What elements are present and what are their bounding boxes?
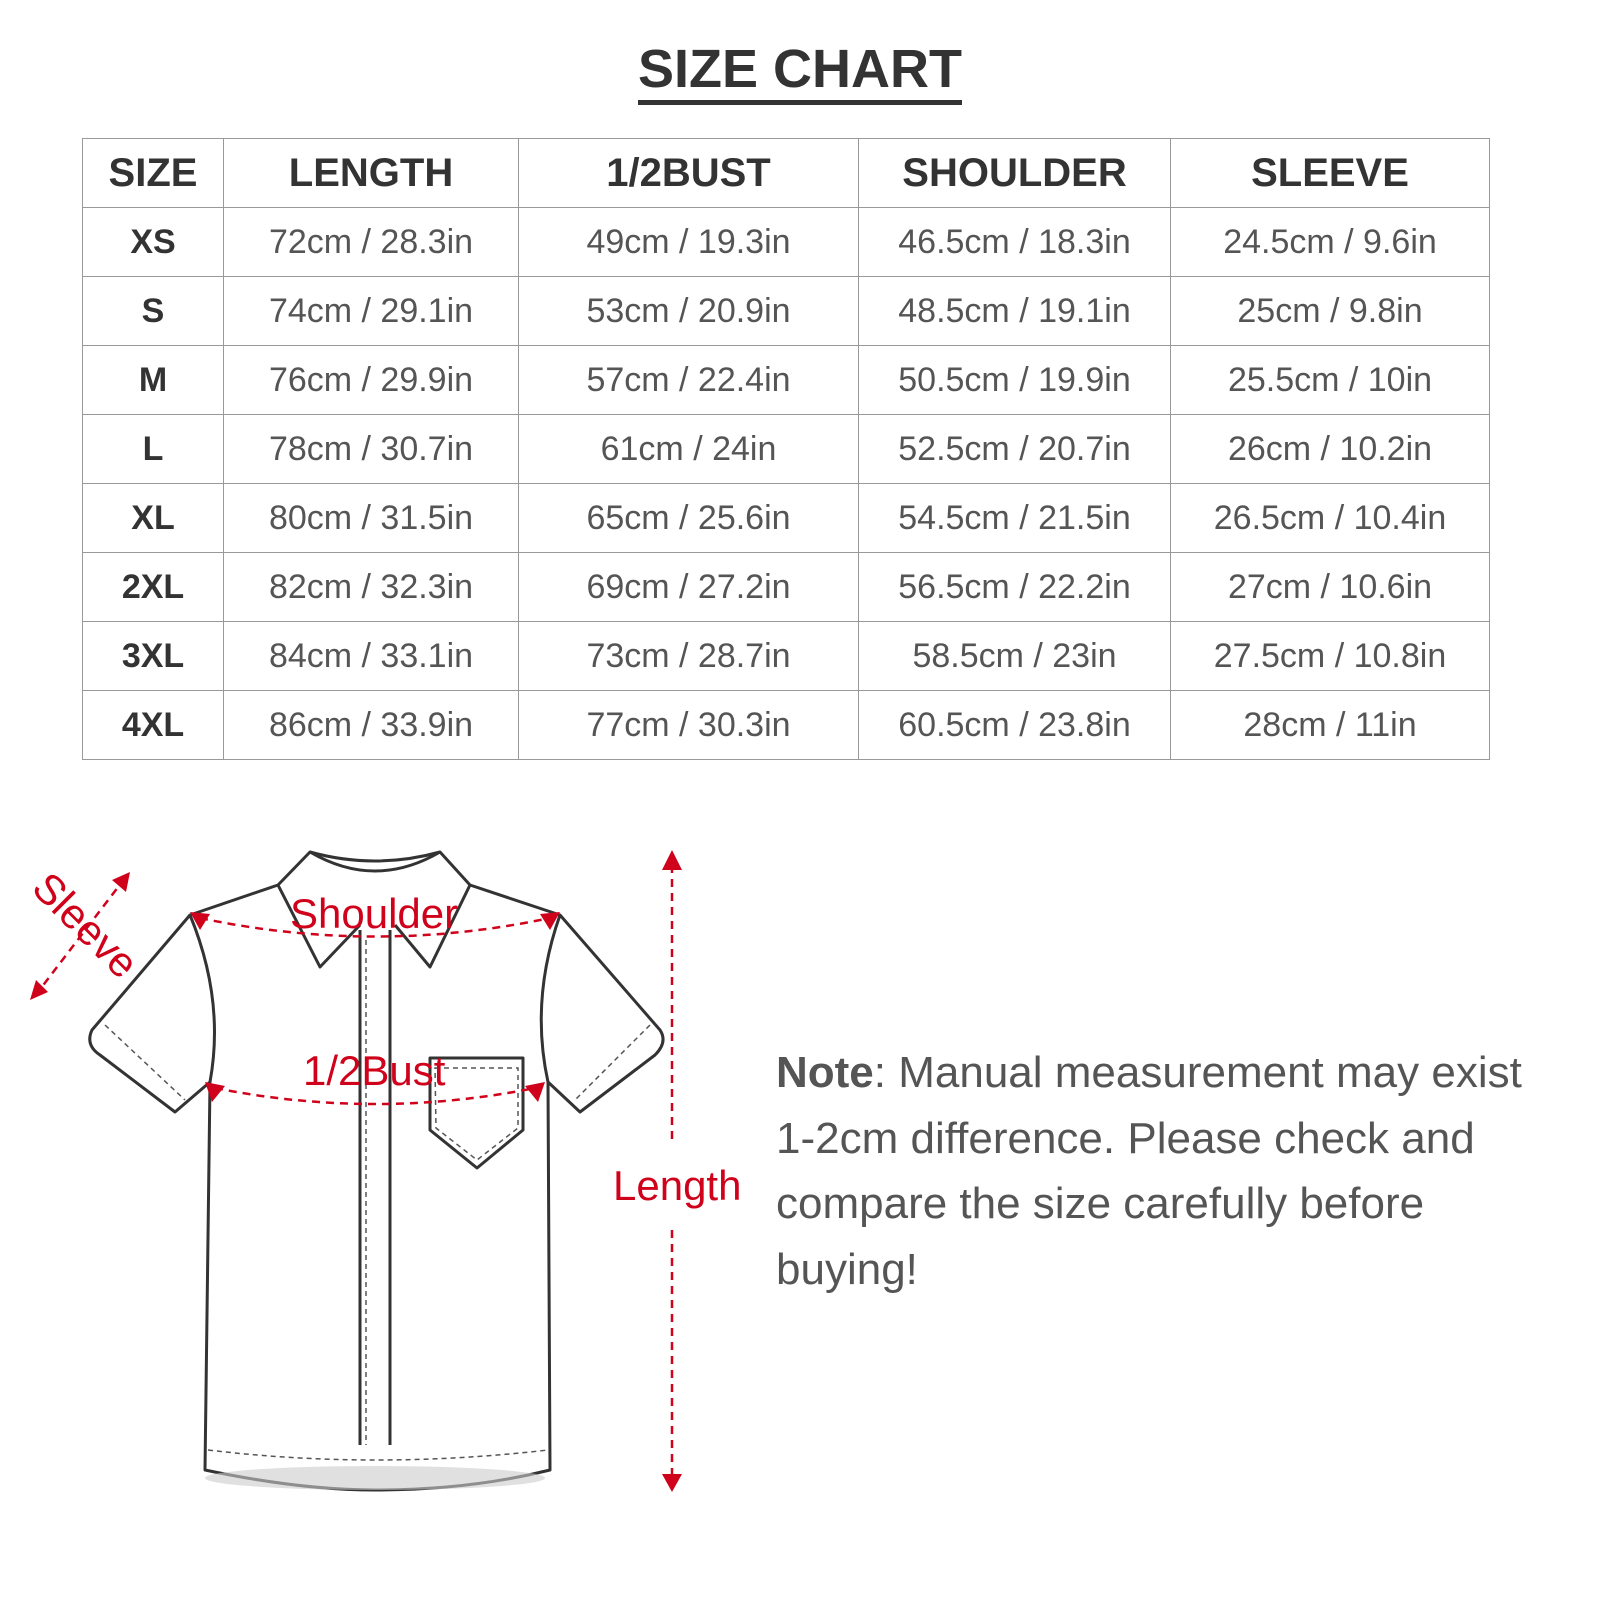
shoulder-label: Shoulder — [290, 890, 458, 937]
length-label: Length — [613, 1162, 741, 1209]
size-cell: L — [82, 414, 224, 484]
table-row: M 76cm / 29.9in 57cm / 22.4in 50.5cm / 19.9… — [82, 345, 1490, 415]
measurement-cell: 25cm / 9.8in — [1170, 276, 1490, 346]
pocket — [428, 1056, 525, 1170]
shirt-outline — [88, 850, 665, 1492]
table-row: XS 72cm / 28.3in 49cm / 19.3in 46.5cm / 18.… — [82, 207, 1490, 277]
measurement-cell: 26.5cm / 10.4in — [1170, 483, 1490, 553]
size-cell: 2XL — [82, 552, 224, 622]
measurement-cell: 76cm / 29.9in — [223, 345, 519, 415]
measurement-cell: 25.5cm / 10in — [1170, 345, 1490, 415]
size-cell: M — [82, 345, 224, 415]
shoulder-measure-line — [199, 916, 551, 938]
measurement-cell: 49cm / 19.3in — [518, 207, 859, 277]
column-header: LENGTH — [223, 138, 519, 208]
placket — [358, 930, 392, 1445]
size-cell: 4XL — [82, 690, 224, 760]
arrow-icon — [190, 912, 210, 930]
measurement-cell: 46.5cm / 18.3in — [858, 207, 1171, 277]
sleeve-label: Sleeve — [24, 863, 148, 987]
bust-measure-line — [214, 1086, 536, 1106]
measurement-cell: 74cm / 29.1in — [223, 276, 519, 346]
measurement-cell: 72cm / 28.3in — [223, 207, 519, 277]
measurement-cell: 50.5cm / 19.9in — [858, 345, 1171, 415]
measurement-cell: 24.5cm / 9.6in — [1170, 207, 1490, 277]
arrow-icon — [662, 850, 682, 870]
bust-label: 1/2Bust — [303, 1047, 446, 1094]
measurement-cell: 58.5cm / 23in — [858, 621, 1171, 691]
measurement-cell: 69cm / 27.2in — [518, 552, 859, 622]
table-row: XL 80cm / 31.5in 65cm / 25.6in 54.5cm / 21.… — [82, 483, 1490, 553]
arrow-icon — [540, 912, 560, 930]
measurement-cell: 80cm / 31.5in — [223, 483, 519, 553]
measurement-cell: 86cm / 33.9in — [223, 690, 519, 760]
arrow-icon — [525, 1082, 545, 1102]
measurement-cell: 73cm / 28.7in — [518, 621, 859, 691]
measurement-cell: 77cm / 30.3in — [518, 690, 859, 760]
shirt-diagram: Shoulder 1/2Bust Length Sleeve — [24, 850, 741, 1492]
measurement-cell: 78cm / 30.7in — [223, 414, 519, 484]
size-cell: 3XL — [82, 621, 224, 691]
size-cell: XS — [82, 207, 224, 277]
column-header: SLEEVE — [1170, 138, 1490, 208]
measurement-cell: 53cm / 20.9in — [518, 276, 859, 346]
measurement-cell: 60.5cm / 23.8in — [858, 690, 1171, 760]
page-title: SIZE CHART — [0, 38, 1600, 105]
arrow-icon — [662, 1474, 682, 1492]
measurement-cell: 48.5cm / 19.1in — [858, 276, 1171, 346]
measurement-cell: 61cm / 24in — [518, 414, 859, 484]
note-label: Note — [776, 1048, 874, 1097]
size-cell: XL — [82, 483, 224, 553]
column-header: 1/2BUST — [518, 138, 859, 208]
table-row: 2XL 82cm / 32.3in 69cm / 27.2in 56.5cm / 22… — [82, 552, 1490, 622]
measurement-cell: 57cm / 22.4in — [518, 345, 859, 415]
measurement-cell: 28cm / 11in — [1170, 690, 1490, 760]
arrow-icon — [205, 1082, 225, 1102]
table-header-row: SIZE LENGTH 1/2BUST SHOULDER SLEEVE — [82, 138, 1490, 208]
arrow-icon — [30, 980, 48, 1000]
size-table: SIZE LENGTH 1/2BUST SHOULDER SLEEVE XS 72cm /… — [82, 138, 1490, 760]
table-row: 3XL 84cm / 33.1in 73cm / 28.7in 58.5cm / 23… — [82, 621, 1490, 691]
measurement-cell: 54.5cm / 21.5in — [858, 483, 1171, 553]
table-row: 4XL 86cm / 33.9in 77cm / 30.3in 60.5cm / 23… — [82, 690, 1490, 760]
measurement-cell: 52.5cm / 20.7in — [858, 414, 1171, 484]
measurement-cell: 84cm / 33.1in — [223, 621, 519, 691]
column-header: SHOULDER — [858, 138, 1171, 208]
table-row: L 78cm / 30.7in 61cm / 24in 52.5cm / 20.7in… — [82, 414, 1490, 484]
measurement-cell: 82cm / 32.3in — [223, 552, 519, 622]
column-header: SIZE — [82, 138, 224, 208]
title-text: SIZE CHART — [638, 38, 962, 105]
measurement-cell: 65cm / 25.6in — [518, 483, 859, 553]
sleeve-measure-line — [37, 877, 126, 993]
measurement-cell: 56.5cm / 22.2in — [858, 552, 1171, 622]
note-body: : Manual measurement may exist 1-2cm dif… — [776, 1048, 1522, 1294]
measurement-cell: 27cm / 10.6in — [1170, 552, 1490, 622]
table-row: S 74cm / 29.1in 53cm / 20.9in 48.5cm / 19.1… — [82, 276, 1490, 346]
measurement-cell: 26cm / 10.2in — [1170, 414, 1490, 484]
collar — [276, 850, 472, 969]
arrow-icon — [112, 872, 130, 892]
size-cell: S — [82, 276, 224, 346]
note-text: Note: Manual measurement may exist 1-2cm… — [776, 1040, 1536, 1302]
measurement-cell: 27.5cm / 10.8in — [1170, 621, 1490, 691]
